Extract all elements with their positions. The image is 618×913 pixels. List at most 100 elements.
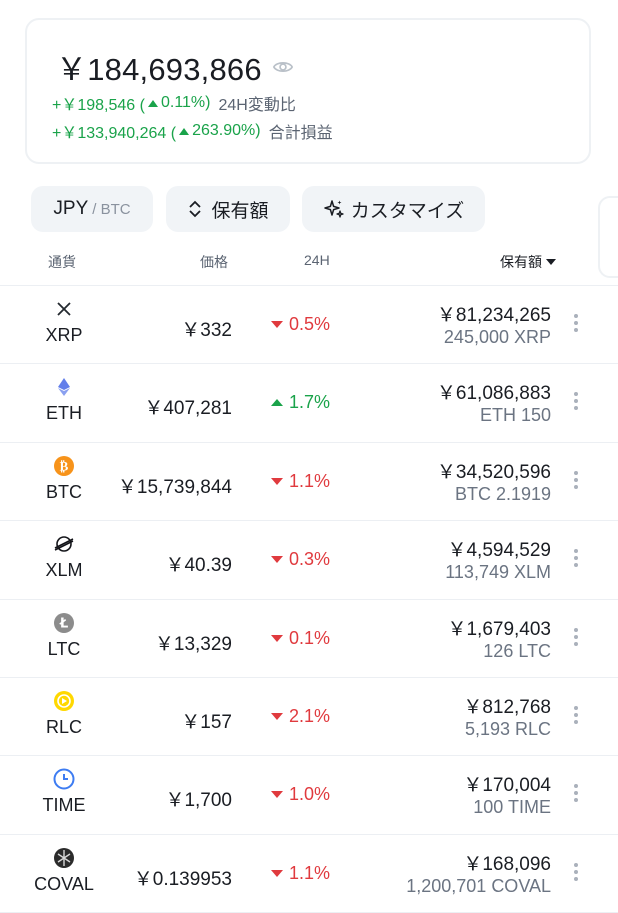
arrow-down-icon (270, 556, 283, 564)
coin-symbol: LTC (47, 638, 81, 659)
table-row[interactable]: ₿ BTC ￥15,739,844 1.1% ￥34,520,596 BTC 2… (0, 442, 618, 520)
table-row[interactable]: XRP ￥332 0.5% ￥81,234,265 245,000 XRP (0, 285, 618, 363)
more-options-icon[interactable] (572, 390, 580, 412)
table-row[interactable]: TIME ￥1,700 1.0% ￥170,004 100 TIME (0, 755, 618, 833)
more-options-icon[interactable] (572, 704, 580, 726)
holding-value: ￥170,004 (463, 775, 551, 797)
side-panel-edge (598, 196, 618, 278)
coin-symbol: ETH (46, 403, 82, 424)
more-options-icon[interactable] (572, 626, 580, 648)
holding-amount: 100 TIME (473, 797, 551, 818)
coval-icon (54, 847, 74, 868)
holding-value: ￥34,520,596 (436, 461, 551, 483)
total-value: ￥184,693,866 (56, 52, 262, 87)
more-options-icon[interactable] (572, 782, 580, 804)
coin-change-value: 1.1% (288, 470, 330, 491)
header-price[interactable]: 価格 (200, 254, 228, 270)
holding-amount: 5,193 RLC (464, 719, 551, 739)
more-options-icon[interactable] (572, 312, 580, 334)
arrow-down-icon (270, 477, 283, 485)
holding-value: ￥168,096 (463, 853, 551, 875)
header-holding[interactable]: 保有額 (500, 252, 556, 272)
arrow-up-icon (179, 127, 190, 135)
header-holding-label: 保有額 (500, 254, 542, 270)
coin-symbol: COVAL (34, 873, 94, 894)
eth-icon (58, 378, 70, 397)
customize-button[interactable]: カスタマイズ (302, 186, 485, 232)
sort-button[interactable]: 保有額 (166, 186, 290, 232)
row-divider (0, 677, 618, 678)
table-row[interactable]: RLC ￥157 2.1% ￥812,768 5,193 RLC (0, 677, 618, 755)
arrow-down-icon (270, 634, 283, 642)
time-icon (53, 768, 75, 790)
arrow-up-icon (147, 99, 158, 107)
svg-text:₿: ₿ (60, 459, 69, 474)
table-row[interactable]: ETH ￥407,281 1.7% ￥61,086,883 ETH 150 (0, 363, 618, 441)
coin-price: ￥407,281 (144, 398, 232, 420)
row-divider (0, 363, 618, 365)
coin-price: ￥0.139953 (133, 868, 232, 890)
customize-label: カスタマイズ (350, 200, 465, 222)
coin-change-value: 1.1% (288, 862, 330, 883)
holding-value: ￥61,086,883 (436, 383, 551, 405)
sort-icon (189, 200, 202, 218)
coin-change: 1.1% (270, 470, 330, 492)
arrow-up-icon (270, 399, 283, 407)
table-row[interactable]: COVAL ￥0.139953 1.1% ￥168,096 1,200,701 … (0, 834, 618, 912)
rlc-icon (54, 691, 74, 711)
holding-value: ￥4,594,529 (447, 540, 551, 562)
xlm-icon (54, 536, 74, 552)
more-options-icon[interactable] (572, 469, 580, 491)
coin-symbol: TIME (42, 795, 86, 816)
coin-symbol: BTC (46, 481, 82, 502)
more-options-icon[interactable] (572, 861, 580, 883)
row-divider (0, 520, 618, 522)
arrow-down-icon (270, 791, 283, 799)
sort-label: 保有額 (211, 200, 269, 222)
holding-amount: ETH 150 (479, 405, 551, 426)
coin-change: 1.7% (270, 392, 330, 413)
portfolio-total: ￥184,693,866 (56, 44, 294, 89)
coin-price: ￥157 (181, 712, 232, 733)
row-divider (0, 285, 618, 286)
coin-price: ￥13,329 (154, 633, 232, 655)
eye-icon[interactable] (272, 56, 294, 78)
coin-change-value: 0.1% (288, 627, 330, 648)
table-row[interactable]: XLM ￥40.39 0.3% ￥4,594,529 113,749 XLM (0, 520, 618, 598)
change-24h-label: 24H変動比 (218, 97, 296, 114)
coin-change-value: 1.0% (288, 784, 330, 805)
holding-amount: 126 LTC (483, 640, 551, 661)
pnl-pct: 263.90%) (192, 122, 261, 139)
holding-value: ￥812,768 (463, 697, 551, 718)
caret-down-icon (546, 259, 556, 265)
portfolio-summary-card (25, 18, 591, 164)
coin-change-value: 1.7% (288, 392, 330, 413)
table-row[interactable]: Ł LTC ￥13,329 0.1% ￥1,679,403 126 LTC (0, 599, 618, 677)
currency-sub-label: / BTC (92, 200, 131, 218)
row-divider (0, 598, 618, 600)
btc-icon: ₿ (54, 455, 74, 476)
coin-change-value: 2.1% (288, 706, 330, 726)
currency-toggle-button[interactable]: JPY / BTC (31, 186, 153, 232)
header-24h[interactable]: 24H (304, 252, 330, 268)
svg-text:Ł: Ł (59, 616, 68, 631)
row-divider (0, 441, 618, 443)
ltc-icon: Ł (54, 612, 74, 633)
coin-change: 0.5% (270, 314, 330, 335)
coin-symbol: RLC (45, 717, 82, 737)
sparkle-icon (324, 200, 344, 218)
coin-change: 0.3% (270, 549, 330, 570)
coin-price: ￥40.39 (165, 555, 232, 577)
pnl-label: 合計損益 (268, 125, 333, 142)
coin-change: 1.1% (270, 862, 330, 884)
header-currency[interactable]: 通貨 (48, 254, 76, 270)
currency-main-label: JPY (53, 198, 89, 219)
xrp-icon (57, 302, 71, 316)
coin-price: ￥332 (181, 320, 232, 341)
pnl-amount: +￥133,940,264 ( (52, 125, 177, 142)
coin-change: 1.0% (270, 784, 330, 805)
change-24h: +￥198,546 ( 0.11%) 24H変動比 (52, 91, 296, 115)
more-options-icon[interactable] (572, 547, 580, 569)
row-divider (0, 833, 618, 835)
coin-change-value: 0.5% (288, 314, 330, 334)
